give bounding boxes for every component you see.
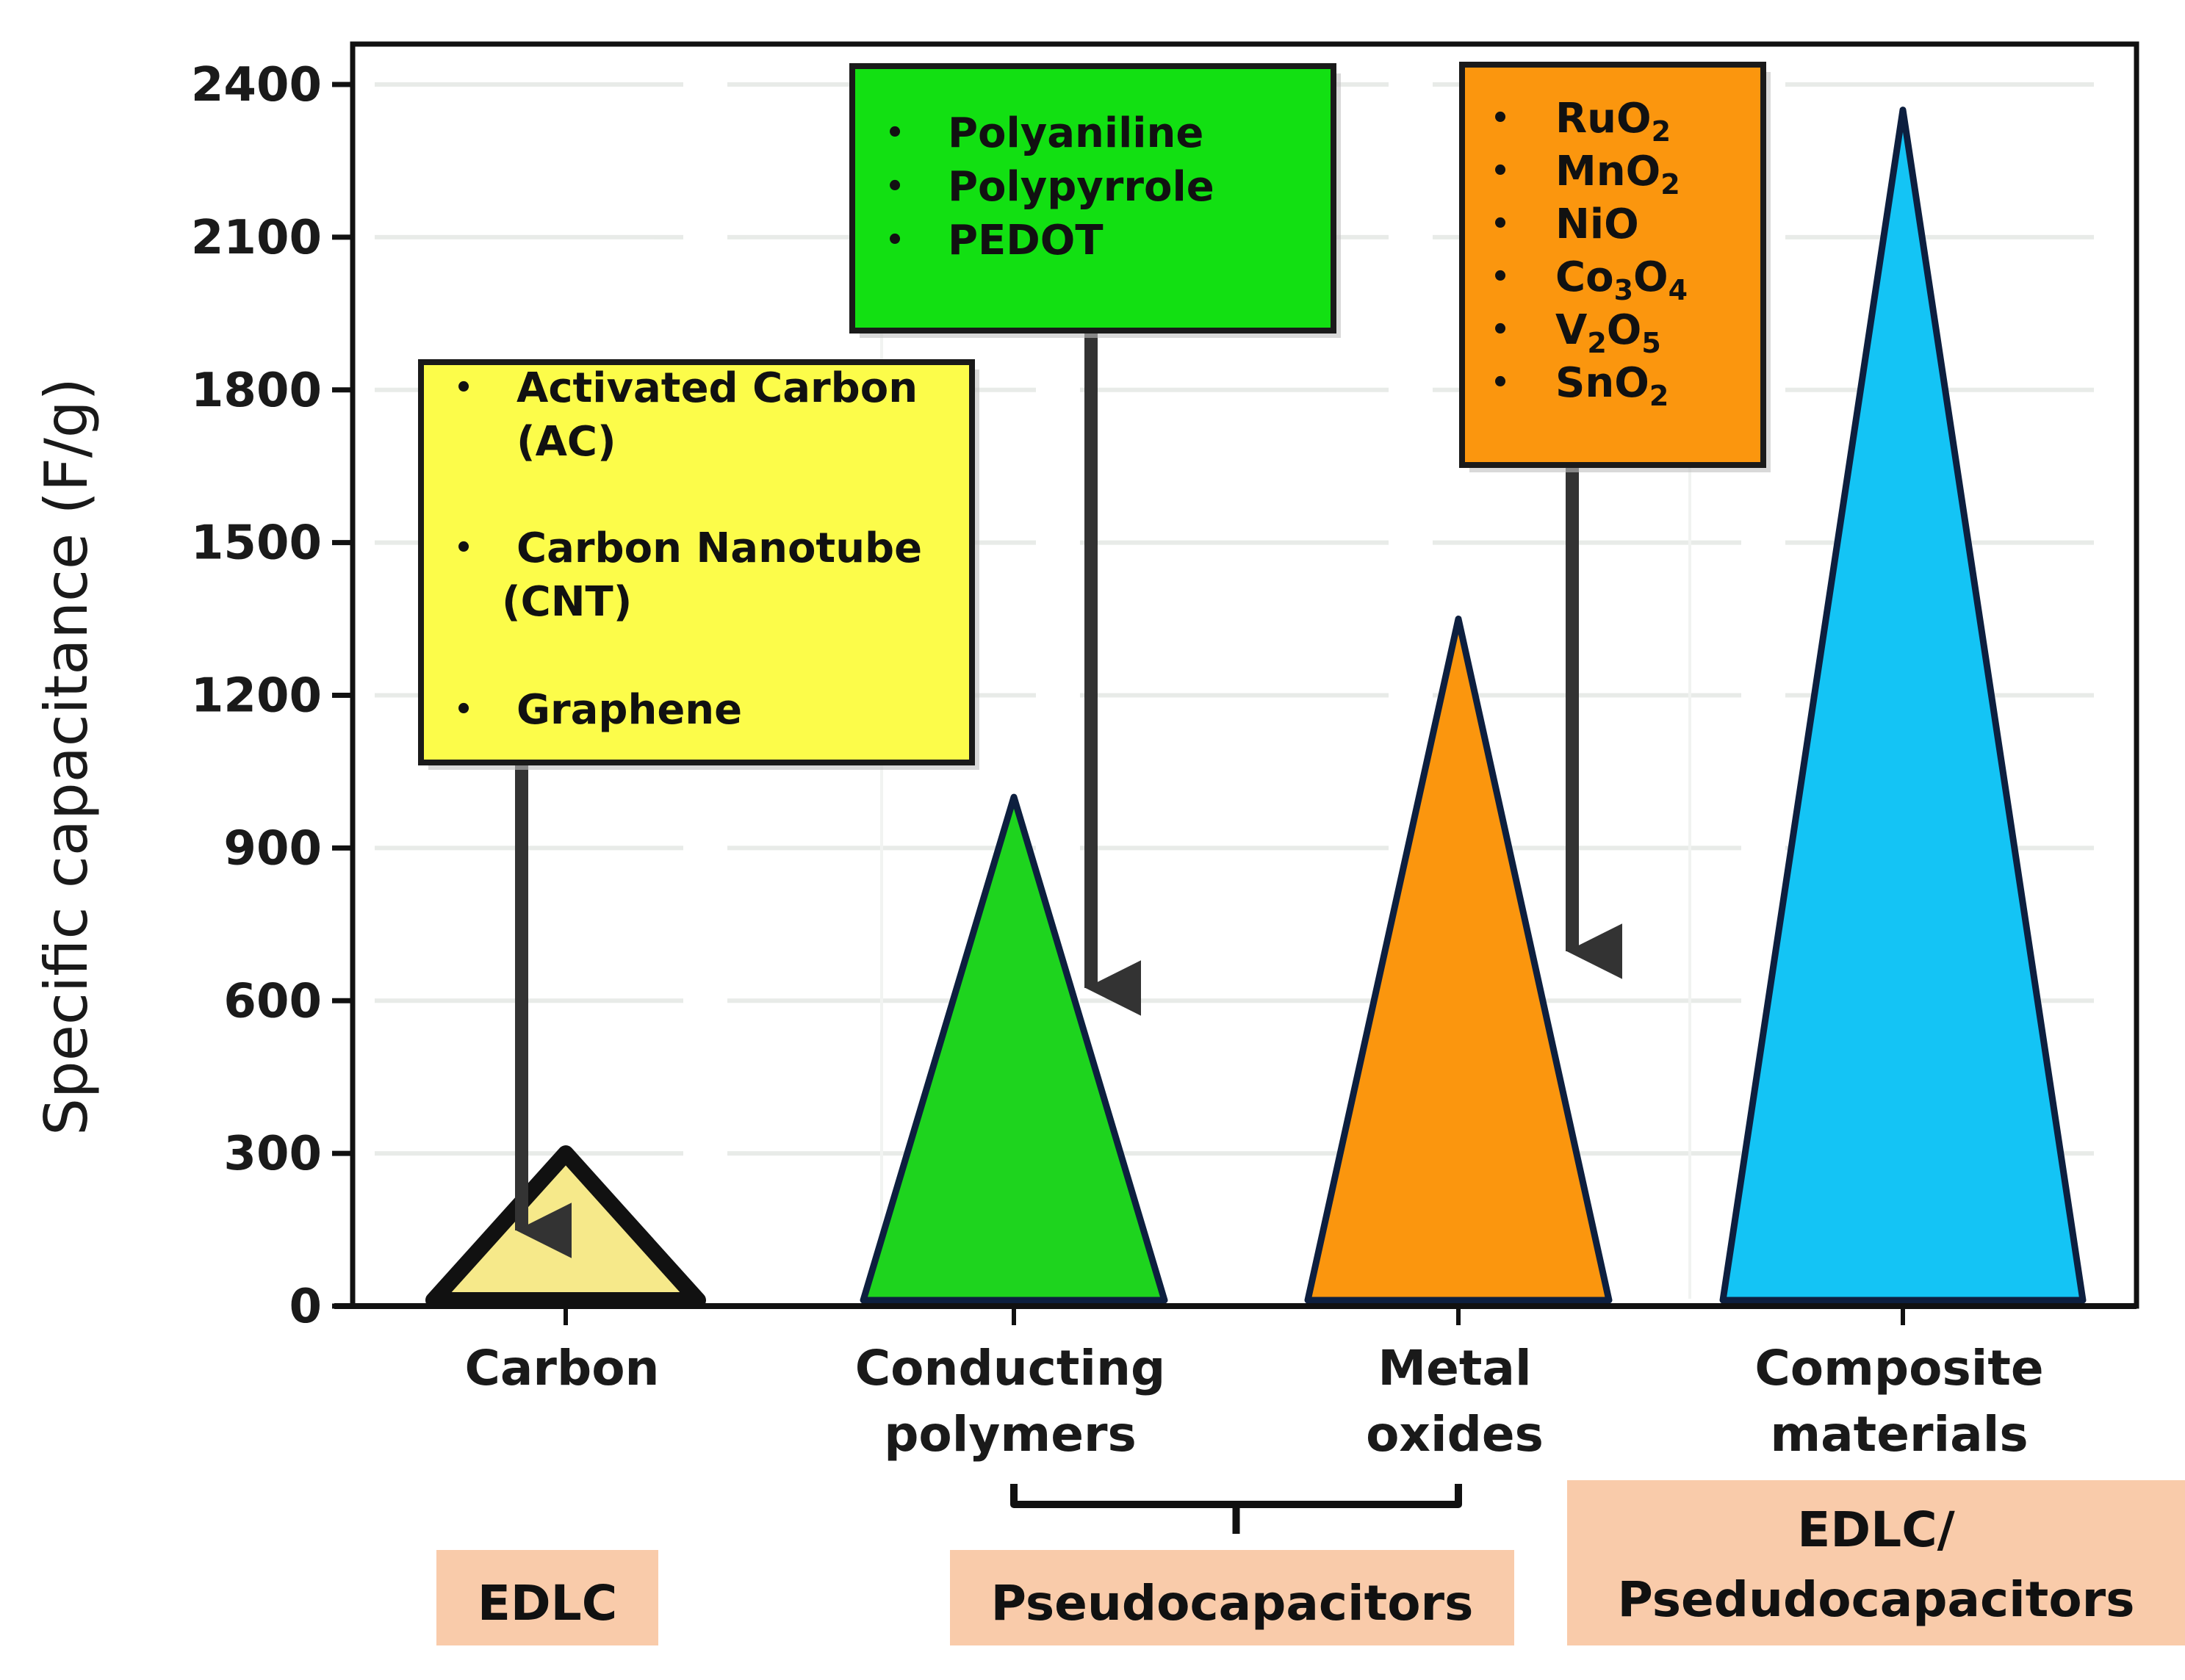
group-label-edlc: EDLC <box>478 1575 617 1632</box>
annotation-item-cnt: (CNT) <box>502 578 632 626</box>
bullet-marker: • <box>1491 366 1510 400</box>
category-label-oxides: oxides <box>1366 1406 1544 1463</box>
y-axis-ticks: 0 300 600 900 1200 1500 1800 2100 2400 <box>191 58 353 1334</box>
bullet-marker: • <box>885 116 904 150</box>
subscript: 2 <box>1649 380 1669 412</box>
y-tick-label-1800: 1800 <box>191 364 322 418</box>
metal-oxides-triangle <box>1304 616 1613 1304</box>
bullet-marker: • <box>1491 207 1510 241</box>
bullet-marker: • <box>1491 101 1510 135</box>
group-label-psedudocapacitors: Psedudocapacitors <box>1618 1571 2135 1628</box>
annotation-item-pedot: PEDOT <box>948 217 1104 264</box>
y-tick-label-1200: 1200 <box>191 669 322 724</box>
bullet-marker: • <box>454 371 473 405</box>
bullet-marker: • <box>1491 260 1510 294</box>
bullet-marker: • <box>454 693 473 727</box>
category-label-metal: Metal <box>1378 1340 1531 1396</box>
y-tick-label-600: 600 <box>223 974 322 1028</box>
annotation-item-v2o5: V2O5 <box>1555 306 1661 359</box>
group-label-background <box>436 1550 658 1645</box>
annotation-item-ruo2: RuO2 <box>1555 95 1671 148</box>
annotation-box-2: • Polyaniline • Polypyrrole • PEDOT <box>849 63 1341 338</box>
y-tick-label-300: 300 <box>223 1127 322 1181</box>
annotation-item-polypyrrole: Polypyrrole <box>948 163 1214 211</box>
group-label-pseudocapacitors: Pseudocapacitors <box>991 1575 1474 1632</box>
bullet-marker: • <box>454 531 473 565</box>
annotation-box-background <box>849 63 1336 334</box>
x-axis-categories: Carbon Conducting polymers Metal oxides Compo… <box>464 1306 2044 1463</box>
subscript: 2 <box>1660 168 1680 201</box>
annotation-box-background <box>418 359 975 765</box>
annotation-item-graphene: Graphene <box>516 686 742 734</box>
group-edlc-psedudocapacitors: EDLC/Psedudocapacitors <box>1567 1480 2185 1645</box>
y-tick-label-900: 900 <box>223 821 322 876</box>
annotation-item-mno2: MnO2 <box>1555 148 1680 201</box>
formula-text: SnO <box>1555 359 1649 407</box>
formula-text: NiO <box>1555 201 1639 248</box>
subscript: 4 <box>1669 274 1688 306</box>
category-label-polymers: polymers <box>884 1406 1137 1463</box>
plot-frame <box>334 41 2139 1309</box>
annotation-box-background <box>1459 62 1766 468</box>
bullet-marker: • <box>1491 154 1510 188</box>
bullet-marker: • <box>1491 313 1510 347</box>
pseudocapacitors-brace <box>1010 1484 1462 1534</box>
subscript: 5 <box>1641 327 1660 359</box>
y-tick-label-2100: 2100 <box>191 211 322 265</box>
formula-text: V <box>1555 306 1588 354</box>
annotation-box-3: • RuO2• MnO2• NiO• Co3O4• V2O5• SnO2 <box>1459 62 1771 472</box>
annotation-item-activated-carbon: Activated Carbon <box>516 364 918 412</box>
group-label-background <box>950 1550 1514 1645</box>
annotation-item-nio: NiO <box>1555 201 1639 248</box>
formula-text: Co <box>1555 253 1614 301</box>
formula-text: MnO <box>1555 148 1660 195</box>
group-label-edlc: EDLC/ <box>1797 1501 1955 1558</box>
annotation-item-ac: (AC) <box>516 418 616 466</box>
category-label-carbon: Carbon <box>464 1340 659 1396</box>
subscript: 2 <box>1587 327 1606 359</box>
subscript: 2 <box>1652 115 1671 148</box>
group-edlc: EDLC <box>436 1550 658 1645</box>
annotation-arrows <box>515 331 1623 1258</box>
category-label-conducting: Conducting <box>855 1340 1166 1396</box>
annotation-item-polyaniline: Polyaniline <box>948 109 1203 157</box>
bullet-marker: • <box>885 223 904 257</box>
annotation-box-1: • Activated Carbon (AC) • Carbon Nanotube (CN… <box>418 359 979 770</box>
conducting-polymers-triangle <box>860 793 1168 1304</box>
y-axis-title: Specific capacitance (F/g) <box>32 378 101 1136</box>
category-label-composite: Composite <box>1754 1340 2043 1396</box>
composite-materials-triangle <box>1719 107 2087 1304</box>
y-tick-label-2400: 2400 <box>191 58 322 112</box>
y-tick-label-1500: 1500 <box>191 516 322 571</box>
bullet-marker: • <box>885 170 904 203</box>
formula-text: O <box>1633 253 1669 301</box>
formula-text: RuO <box>1555 95 1652 143</box>
annotation-item-carbon-nanotube: Carbon Nanotube <box>516 524 922 572</box>
group-labels: EDLC Pseudocapacitors EDLC/Psedudocapacito… <box>436 1480 2185 1645</box>
group-label-background <box>1567 1480 2185 1645</box>
group-pseudocapacitors: Pseudocapacitors <box>950 1550 1514 1645</box>
category-label-materials: materials <box>1770 1406 2028 1463</box>
y-tick-label-0: 0 <box>289 1280 322 1334</box>
subscript: 3 <box>1614 274 1633 306</box>
annotation-boxes: • Activated Carbon (AC) • Carbon Nanotube (CN… <box>418 62 1771 770</box>
formula-text: O <box>1607 306 1642 354</box>
annotation-item-co3o4: Co3O4 <box>1555 253 1688 306</box>
annotation-item-sno2: SnO2 <box>1555 359 1669 412</box>
